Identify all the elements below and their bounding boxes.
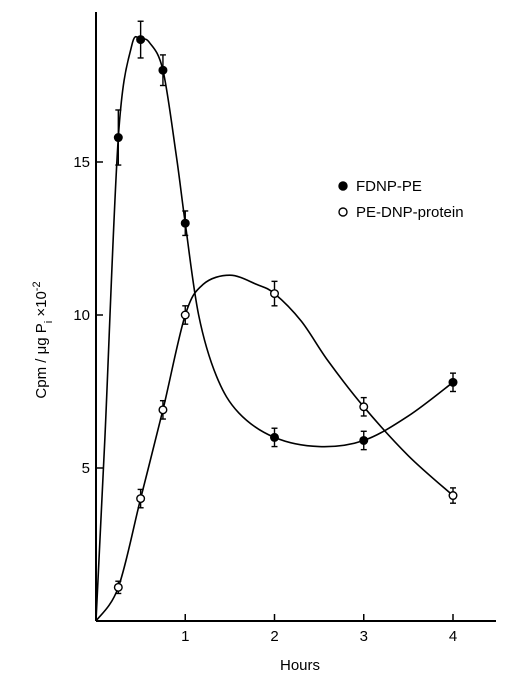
x-axis-title: Hours	[280, 657, 320, 674]
point-fdnp-pe	[180, 218, 190, 228]
y-axis-title-main: Cpm / μg P	[33, 323, 50, 398]
markers	[113, 35, 458, 592]
point-fdnp-pe	[270, 432, 280, 442]
legend-label-fdnp-pe: FDNP-PE	[356, 178, 422, 195]
point-pe-dnp-protein	[359, 402, 369, 412]
point-fdnp-pe	[158, 65, 168, 75]
point-pe-dnp-protein	[113, 582, 123, 592]
curve-pe-dnp-protein	[95, 274, 454, 622]
y-axis-title-exp: -2	[31, 281, 43, 291]
point-pe-dnp-protein	[448, 491, 458, 501]
point-pe-dnp-protein	[136, 494, 146, 504]
axes	[95, 12, 496, 622]
y-axis-title: Cpm / μg Pi ×10-2	[31, 281, 55, 398]
y-axis-title-sub: i	[43, 321, 55, 323]
legend-marker-pe-dnp-protein	[338, 207, 348, 217]
curve-fdnp-pe	[95, 35, 454, 622]
point-pe-dnp-protein	[158, 405, 168, 415]
x-tick-label: 2	[270, 628, 278, 645]
legend-label-pe-dnp-protein: PE-DNP-protein	[356, 204, 464, 221]
point-fdnp-pe	[448, 377, 458, 387]
point-fdnp-pe	[113, 133, 123, 143]
point-fdnp-pe	[136, 35, 146, 45]
y-tick-label: 15	[73, 154, 90, 171]
x-tick-label: 1	[181, 628, 189, 645]
legend: FDNP-PE PE-DNP-protein	[338, 178, 464, 221]
curves	[95, 35, 454, 622]
ticks: 1 2 3 4 5 10 15	[73, 154, 457, 645]
point-fdnp-pe	[359, 435, 369, 445]
y-tick-label: 5	[82, 460, 90, 477]
point-pe-dnp-protein	[270, 289, 280, 299]
error-bars	[115, 20, 456, 595]
point-pe-dnp-protein	[180, 310, 190, 320]
y-axis-title-suffix: ×10	[33, 291, 50, 321]
legend-marker-fdnp-pe	[338, 181, 348, 191]
x-tick-label: 4	[449, 628, 457, 645]
x-tick-label: 3	[360, 628, 368, 645]
y-tick-label: 10	[73, 307, 90, 324]
